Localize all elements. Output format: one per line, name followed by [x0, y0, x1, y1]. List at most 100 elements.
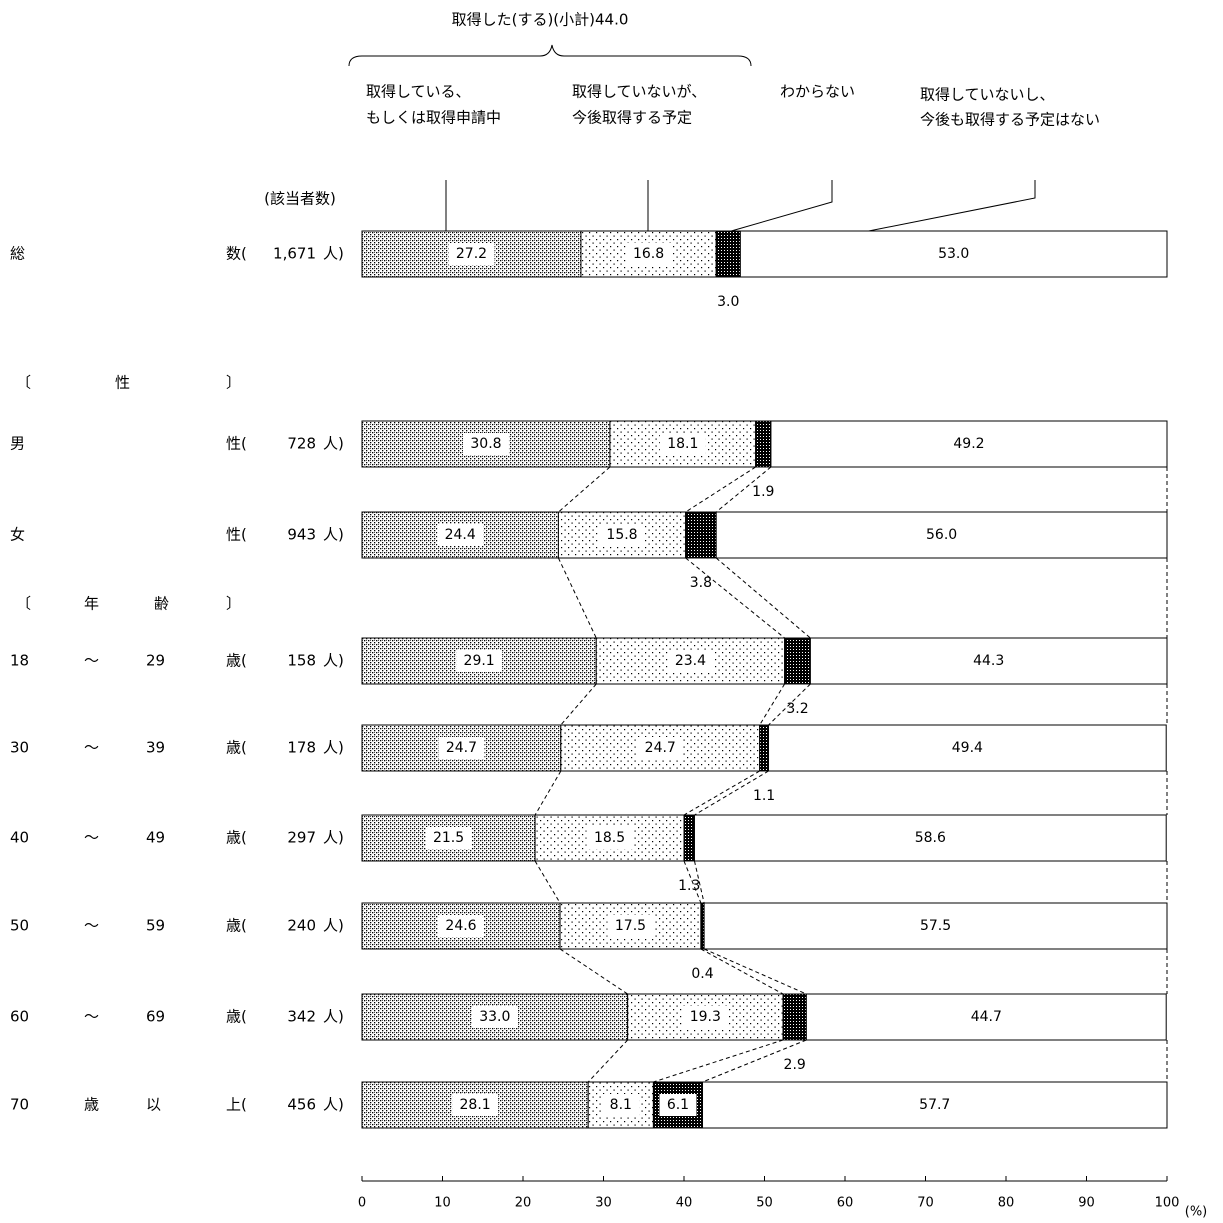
x-axis-unit: (%): [1185, 1205, 1208, 1220]
connector-line: [700, 948, 784, 995]
bar-segment: [805, 993, 1167, 1041]
row-label: 歳(: [226, 652, 247, 670]
row-unit: 人): [323, 245, 344, 263]
data-label: 24.7: [645, 740, 676, 756]
data-label: 2.9: [784, 1057, 806, 1073]
row-label: 〜: [84, 1008, 99, 1026]
section-label: 齢: [154, 595, 169, 613]
data-label: 29.1: [464, 653, 495, 669]
row-unit: 人): [323, 829, 344, 847]
x-tick-label: 20: [515, 1196, 532, 1211]
bar-segment: [809, 637, 1168, 685]
x-tick-label: 50: [756, 1196, 773, 1211]
row-label: 〜: [84, 739, 99, 757]
data-label: 3.2: [786, 701, 808, 717]
data-label: 24.6: [445, 918, 476, 934]
data-label: 19.3: [690, 1009, 721, 1025]
data-label: 6.1: [667, 1097, 689, 1113]
data-label-bg: [438, 915, 485, 937]
data-label-bg: [682, 1006, 729, 1028]
connector-line: [683, 770, 760, 816]
bar-segment: [768, 724, 1167, 772]
data-label-bg: [667, 650, 714, 672]
row-count: 158: [287, 652, 316, 670]
data-label: 28.1: [460, 1097, 491, 1113]
row-label: 歳(: [226, 829, 247, 847]
data-label-bg: [471, 1006, 518, 1028]
row-unit: 人): [323, 739, 344, 757]
data-label: 49.2: [953, 436, 984, 452]
row-unit: 人): [323, 652, 344, 670]
bar-segment: [703, 902, 1168, 950]
connector-line: [715, 557, 811, 639]
data-label: 30.8: [470, 436, 501, 452]
row-count: 342: [287, 1008, 316, 1026]
data-label-bg: [602, 1094, 640, 1116]
row-label: 40: [10, 829, 29, 847]
data-label: 21.5: [433, 830, 464, 846]
bar-segment: [685, 511, 717, 559]
section-label: 〔: [16, 595, 31, 613]
connector-line: [694, 770, 769, 816]
bar-segment: [715, 511, 1168, 559]
data-label-bg: [452, 1094, 499, 1116]
row-label: 女: [10, 526, 25, 544]
subtotal-label: 取得した(する)(小計)44.0: [452, 11, 629, 29]
row-unit: 人): [323, 526, 344, 544]
x-tick-label: 80: [998, 1196, 1015, 1211]
x-tick-label: 90: [1078, 1196, 1095, 1211]
data-label-bg: [462, 433, 509, 455]
legend-leader-line: [731, 180, 833, 232]
connector-line: [534, 770, 562, 816]
data-label-bg: [425, 827, 472, 849]
data-label: 16.8: [633, 246, 664, 262]
row-label: 39: [146, 739, 165, 757]
row-label: 上(: [226, 1096, 247, 1114]
row-label: 性(: [226, 435, 247, 453]
row-label: 59: [146, 917, 165, 935]
row-count: 943: [287, 526, 316, 544]
data-label: 23.4: [675, 653, 706, 669]
data-label: 44.7: [971, 1009, 1002, 1025]
x-tick-label: 60: [837, 1196, 854, 1211]
x-tick-label: 100: [1155, 1196, 1180, 1211]
data-label: 8.1: [610, 1097, 632, 1113]
data-label: 15.8: [606, 527, 637, 543]
x-tick-label: 40: [676, 1196, 693, 1211]
row-label: 50: [10, 917, 29, 935]
data-label: 1.9: [752, 484, 774, 500]
data-label: 57.7: [919, 1097, 950, 1113]
data-label-bg: [448, 243, 495, 265]
legend-leader-line: [868, 180, 1036, 232]
data-label-bg: [586, 827, 633, 849]
row-label: 49: [146, 829, 165, 847]
row-label: 歳(: [226, 739, 247, 757]
bar-segment: [702, 1081, 1168, 1129]
row-label: 性(: [226, 526, 247, 544]
data-label: 44.3: [973, 653, 1004, 669]
row-label: 歳(: [226, 1008, 247, 1026]
legend-label: わからない: [780, 83, 855, 101]
connector-line: [557, 557, 597, 639]
subtotal-brace: [348, 44, 752, 67]
bar-segment: [759, 724, 770, 772]
legend-label: 今後も取得する予定はない: [920, 111, 1100, 129]
row-unit: 人): [323, 917, 344, 935]
section-label: 〕: [226, 595, 241, 613]
data-label-bg: [607, 915, 654, 937]
bar-segment: [739, 230, 1168, 278]
data-label: 57.5: [920, 918, 951, 934]
row-label: 歳(: [226, 917, 247, 935]
connector-line: [685, 557, 785, 639]
bar-segment: [770, 420, 1168, 468]
row-count: 297: [287, 829, 316, 847]
row-label: 以: [146, 1096, 161, 1114]
row-label: 69: [146, 1008, 165, 1026]
bar-segment: [784, 637, 811, 685]
data-label: 0.4: [691, 966, 713, 982]
section-label: 〕: [226, 374, 241, 392]
connector-line: [559, 948, 628, 995]
row-label: 〜: [84, 652, 99, 670]
data-label: 1.3: [678, 878, 700, 894]
row-unit: 人): [323, 1008, 344, 1026]
